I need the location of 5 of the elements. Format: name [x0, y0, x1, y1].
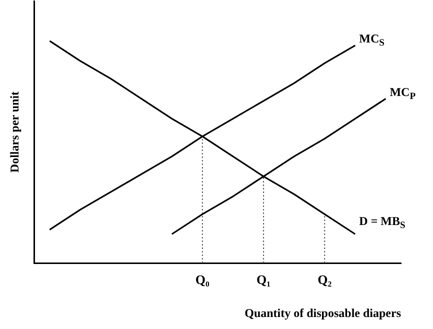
x-tick-label: Q₁ [256, 272, 271, 288]
y-axis-title: Dollars per unit [7, 91, 22, 173]
x-tick-label: Q₀ [195, 272, 210, 288]
x-axis-title: Quantity of disposable diapers [244, 306, 402, 320]
x-tick-label: Q₂ [318, 272, 332, 288]
